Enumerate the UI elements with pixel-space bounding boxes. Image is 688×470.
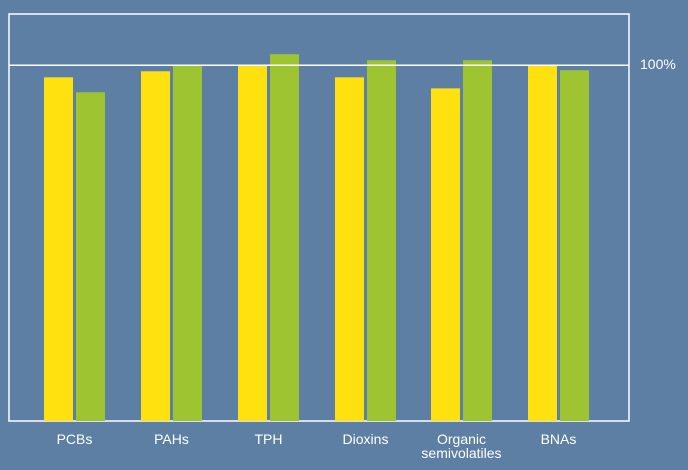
plot-frame [8, 13, 630, 422]
bar-series1-3 [335, 77, 364, 422]
bars-group [44, 54, 589, 422]
bar-series2-2 [270, 54, 299, 421]
x-label-4: Organic semivolatiles [421, 431, 501, 461]
bar-series1-0 [44, 77, 73, 422]
bar-series1-4 [431, 88, 460, 421]
bar-series2-0 [76, 92, 105, 422]
reference-line-label: 100% [640, 56, 676, 72]
x-label-1: PAHs [154, 431, 189, 447]
bar-series2-1 [173, 65, 202, 421]
bar-series1-2 [238, 65, 267, 421]
x-label-5: BNAs [541, 431, 577, 447]
x-label-3: Dioxins [343, 431, 389, 447]
x-label-0: PCBs [57, 431, 93, 447]
x-label-2: TPH [255, 431, 283, 447]
bar-series1-5 [528, 65, 557, 421]
bar-series1-1 [141, 71, 170, 422]
bar-series2-5 [560, 70, 589, 421]
x-axis-labels: PCBs PAHs TPH Dioxins Organic semivolatiles BN… [57, 431, 577, 461]
bar-series2-4 [463, 60, 492, 421]
bar-series2-3 [367, 60, 396, 421]
